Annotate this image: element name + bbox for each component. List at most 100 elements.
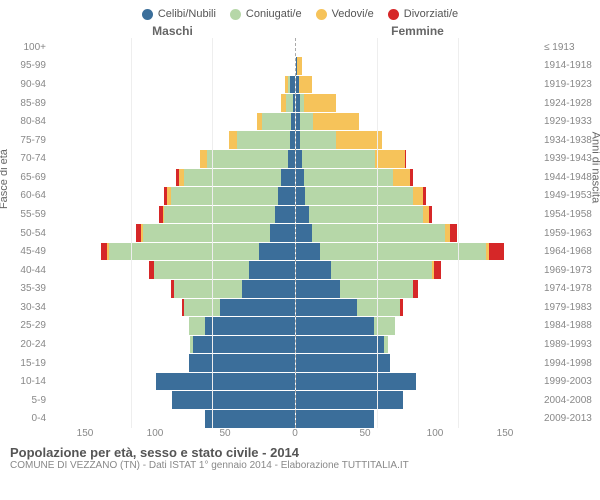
bar-row	[296, 410, 541, 429]
bar-row	[50, 112, 295, 131]
bar-seg-single	[242, 280, 294, 298]
bar-seg-single	[290, 131, 295, 149]
bar-seg-single	[193, 336, 294, 354]
bar-row	[50, 168, 295, 187]
bar-seg-single	[259, 243, 295, 261]
bar-row	[296, 57, 541, 76]
legend-swatch	[388, 9, 399, 20]
bar-seg-widowed	[229, 131, 237, 149]
bar-seg-married	[184, 169, 282, 187]
bar-row	[50, 57, 295, 76]
bar-seg-divorced	[410, 169, 413, 187]
bar-seg-married	[309, 206, 423, 224]
grid-line	[131, 38, 132, 428]
bar-seg-married	[384, 336, 389, 354]
bar-seg-divorced	[434, 261, 441, 279]
bar-seg-married	[320, 243, 486, 261]
bar-row	[296, 391, 541, 410]
age-tick: 80-84	[0, 112, 46, 131]
bar-seg-single	[293, 94, 295, 112]
age-tick: 75-79	[0, 131, 46, 150]
bar-seg-single	[296, 391, 404, 409]
bar-seg-married	[331, 261, 432, 279]
bar-seg-married	[171, 187, 279, 205]
bar-seg-single	[290, 76, 295, 94]
bar-seg-widowed	[393, 169, 409, 187]
plot-area: Fasce di età Anni di nascita 100+95-9990…	[0, 38, 600, 428]
bar-row	[296, 354, 541, 373]
bar-row	[296, 261, 541, 280]
birth-tick: 1924-1928	[544, 94, 600, 113]
bar-seg-single	[281, 169, 294, 187]
birth-tick: 2009-2013	[544, 410, 600, 429]
bar-row	[50, 94, 295, 113]
birth-tick: 1989-1993	[544, 335, 600, 354]
bar-seg-widowed	[313, 113, 359, 131]
chart-title: Popolazione per età, sesso e stato civil…	[10, 445, 590, 460]
bar-row	[50, 335, 295, 354]
age-tick: 85-89	[0, 94, 46, 113]
bar-row	[296, 317, 541, 336]
x-tick: 50	[330, 428, 400, 439]
bar-row	[50, 410, 295, 429]
legend-item: Divorziati/e	[388, 8, 458, 20]
bar-seg-married	[174, 280, 242, 298]
x-tick: 0	[260, 428, 330, 439]
bar-seg-single	[296, 299, 358, 317]
bar-seg-married	[302, 150, 375, 168]
bar-seg-married	[304, 169, 394, 187]
bar-seg-single	[220, 299, 295, 317]
age-tick: 30-34	[0, 298, 46, 317]
x-tick: 150	[50, 428, 120, 439]
bar-seg-single	[296, 317, 374, 335]
bar-row	[50, 261, 295, 280]
bar-row	[296, 298, 541, 317]
bar-row	[296, 335, 541, 354]
bar-seg-married	[154, 261, 249, 279]
bar-seg-married	[207, 150, 288, 168]
bar-seg-divorced	[489, 243, 504, 261]
bar-seg-single	[205, 317, 295, 335]
bar-row	[50, 131, 295, 150]
bar-seg-married	[300, 131, 336, 149]
age-tick: 15-19	[0, 354, 46, 373]
bar-seg-married	[184, 299, 220, 317]
y-left-axis-label: Fasce di età	[0, 149, 10, 209]
bar-seg-single	[296, 261, 332, 279]
bar-row	[50, 317, 295, 336]
legend-item: Vedovi/e	[316, 8, 374, 20]
bar-row	[296, 112, 541, 131]
bar-seg-single	[270, 224, 294, 242]
age-tick: 25-29	[0, 317, 46, 336]
bar-row	[50, 354, 295, 373]
bar-seg-single	[275, 206, 295, 224]
bar-seg-divorced	[429, 206, 432, 224]
age-tick: 40-44	[0, 261, 46, 280]
bar-row	[296, 131, 541, 150]
age-tick: 100+	[0, 38, 46, 57]
bar-row	[50, 280, 295, 299]
bar-seg-widowed	[299, 76, 312, 94]
bar-row	[296, 168, 541, 187]
bar-seg-divorced	[423, 187, 426, 205]
bar-seg-single	[296, 224, 312, 242]
bar-seg-divorced	[413, 280, 418, 298]
legend-label: Coniugati/e	[246, 8, 302, 20]
bar-row	[50, 205, 295, 224]
bar-row	[50, 149, 295, 168]
bar-seg-single	[288, 150, 295, 168]
birth-tick: 1954-1958	[544, 205, 600, 224]
age-tick: 95-99	[0, 57, 46, 76]
birth-tick: 1964-1968	[544, 242, 600, 261]
grid-line	[458, 38, 459, 428]
age-tick: 20-24	[0, 335, 46, 354]
x-tick: 150	[470, 428, 540, 439]
bar-seg-widowed	[413, 187, 423, 205]
bar-seg-single	[296, 336, 384, 354]
bar-seg-single	[189, 354, 295, 372]
bar-seg-single	[296, 280, 340, 298]
bar-seg-single	[172, 391, 294, 409]
bar-seg-single	[296, 169, 304, 187]
bar-seg-married	[262, 113, 291, 131]
bar-seg-widowed	[336, 131, 382, 149]
